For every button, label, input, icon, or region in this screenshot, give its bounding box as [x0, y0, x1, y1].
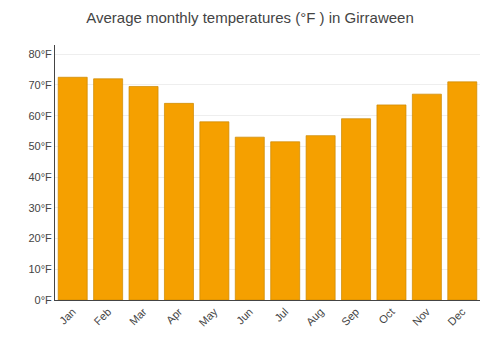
- svg-text:Apr: Apr: [164, 305, 185, 326]
- svg-text:60°F: 60°F: [28, 110, 52, 122]
- svg-text:Dec: Dec: [445, 305, 468, 328]
- svg-text:Sep: Sep: [339, 306, 361, 328]
- svg-text:Nov: Nov: [410, 305, 433, 328]
- svg-text:Jun: Jun: [234, 306, 255, 327]
- svg-text:80°F: 80°F: [28, 48, 52, 60]
- svg-text:50°F: 50°F: [28, 140, 52, 152]
- svg-text:Jan: Jan: [57, 306, 78, 327]
- svg-text:Feb: Feb: [92, 306, 114, 328]
- svg-text:30°F: 30°F: [28, 202, 52, 214]
- svg-text:Aug: Aug: [304, 306, 326, 328]
- svg-text:40°F: 40°F: [28, 171, 52, 183]
- svg-text:70°F: 70°F: [28, 79, 52, 91]
- svg-text:Oct: Oct: [376, 306, 397, 327]
- svg-text:May: May: [197, 305, 221, 329]
- svg-text:Jul: Jul: [272, 306, 290, 324]
- svg-text:20°F: 20°F: [28, 232, 52, 244]
- svg-text:0°F: 0°F: [35, 294, 53, 306]
- svg-text:10°F: 10°F: [28, 263, 52, 275]
- svg-text:Average monthly temperatures (: Average monthly temperatures (°F ) in Gi…: [86, 9, 414, 26]
- svg-text:Mar: Mar: [127, 305, 149, 327]
